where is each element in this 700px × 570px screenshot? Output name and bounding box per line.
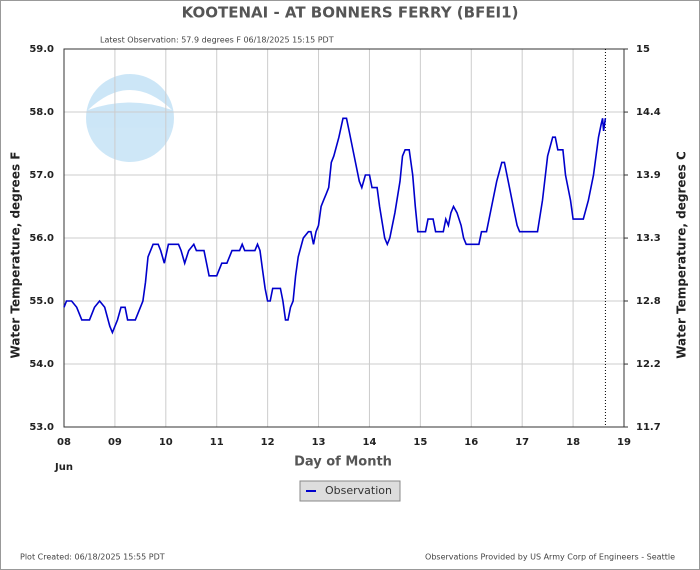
x-tick-label: 16 [464,437,478,448]
x-tick-label: 13 [312,437,326,448]
x-month-label: Jun [54,462,73,473]
x-tick-label: 18 [566,437,580,448]
x-tick-label: 09 [108,437,122,448]
x-tick-label: 19 [617,437,631,448]
y2-axis-label: Water Temperature, degrees C [675,151,689,359]
y2-tick-label: 13.3 [636,233,661,244]
legend [299,480,401,502]
y2-tick-label: 11.7 [636,422,661,433]
y-axis-label: Water Temperature, degrees F [9,152,23,359]
x-tick-label: 08 [57,437,71,448]
legend-label: Observation [325,484,392,497]
y2-tick-label: 15 [636,44,650,55]
plot-border [63,48,625,428]
y-tick-label: 57.0 [29,170,54,181]
x-tick-label: 14 [362,437,376,448]
y2-tick-label: 12.2 [636,359,661,370]
x-axis-label: Day of Month [294,455,392,470]
y-tick-label: 56.0 [29,233,54,244]
footer-right: Observations Provided by US Army Corp of… [425,553,675,562]
x-tick-label: 17 [515,437,529,448]
x-tick-label: 15 [413,437,427,448]
footer-left: Plot Created: 06/18/2025 15:55 PDT [20,553,165,562]
y2-tick-label: 12.8 [636,296,661,307]
noaa-logo [86,74,174,162]
x-tick-label: 10 [159,437,173,448]
chart-title: KOOTENAI - AT BONNERS FERRY (BFEI1) [182,4,519,22]
y-tick-label: 54.0 [29,359,54,370]
y-tick-label: 58.0 [29,107,54,118]
x-tick-label: 11 [210,437,224,448]
y2-tick-label: 14.4 [636,107,661,118]
y-tick-label: 53.0 [29,422,54,433]
y-tick-label: 59.0 [29,44,54,55]
x-tick-label: 12 [261,437,275,448]
y2-tick-label: 13.9 [636,170,661,181]
subtitle: Latest Observation: 57.9 degrees F 06/18… [100,36,334,45]
data-line [63,117,607,335]
y-tick-label: 55.0 [29,296,54,307]
